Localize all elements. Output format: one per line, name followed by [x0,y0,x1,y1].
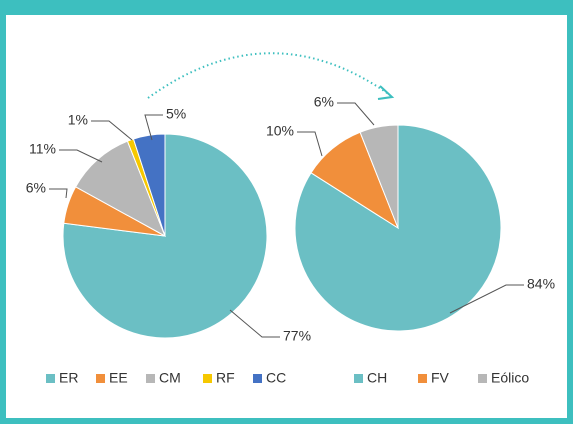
data-label: 77% [283,328,311,344]
legend-swatch [146,374,155,383]
legend-swatch [96,374,105,383]
leader-line [449,284,524,314]
pie-slice [359,124,399,229]
legend-label: CH [367,370,387,386]
data-label: 6% [314,94,334,110]
legend-label: Eólico [491,370,529,386]
data-label: 5% [166,106,186,122]
leader-line [144,114,163,141]
legend-label: ER [59,370,78,386]
leader-line [59,149,103,163]
leader-line [49,188,68,199]
legend-swatch [354,374,363,383]
data-label: 10% [266,123,294,139]
legend-swatch [203,374,212,383]
data-label: 6% [26,180,46,196]
leader-line [91,120,133,141]
legend-label: CM [159,370,181,386]
legend-swatch [418,374,427,383]
data-label: 84% [527,276,555,292]
pie-slice [294,124,502,332]
legend-label: CC [266,370,286,386]
leader-line [297,131,323,157]
legend-label: FV [431,370,450,386]
arrow-head [377,85,395,100]
pie-slice [132,133,166,237]
data-label: 11% [29,141,56,157]
legend-label: RF [216,370,235,386]
leader-line [229,309,280,338]
legend-swatch [478,374,487,383]
legend-label: EE [109,370,128,386]
transition-arrow [147,52,391,99]
data-label: 1% [68,112,88,128]
legend-swatch [46,374,55,383]
legend-swatch [253,374,262,383]
leader-line [337,102,375,126]
